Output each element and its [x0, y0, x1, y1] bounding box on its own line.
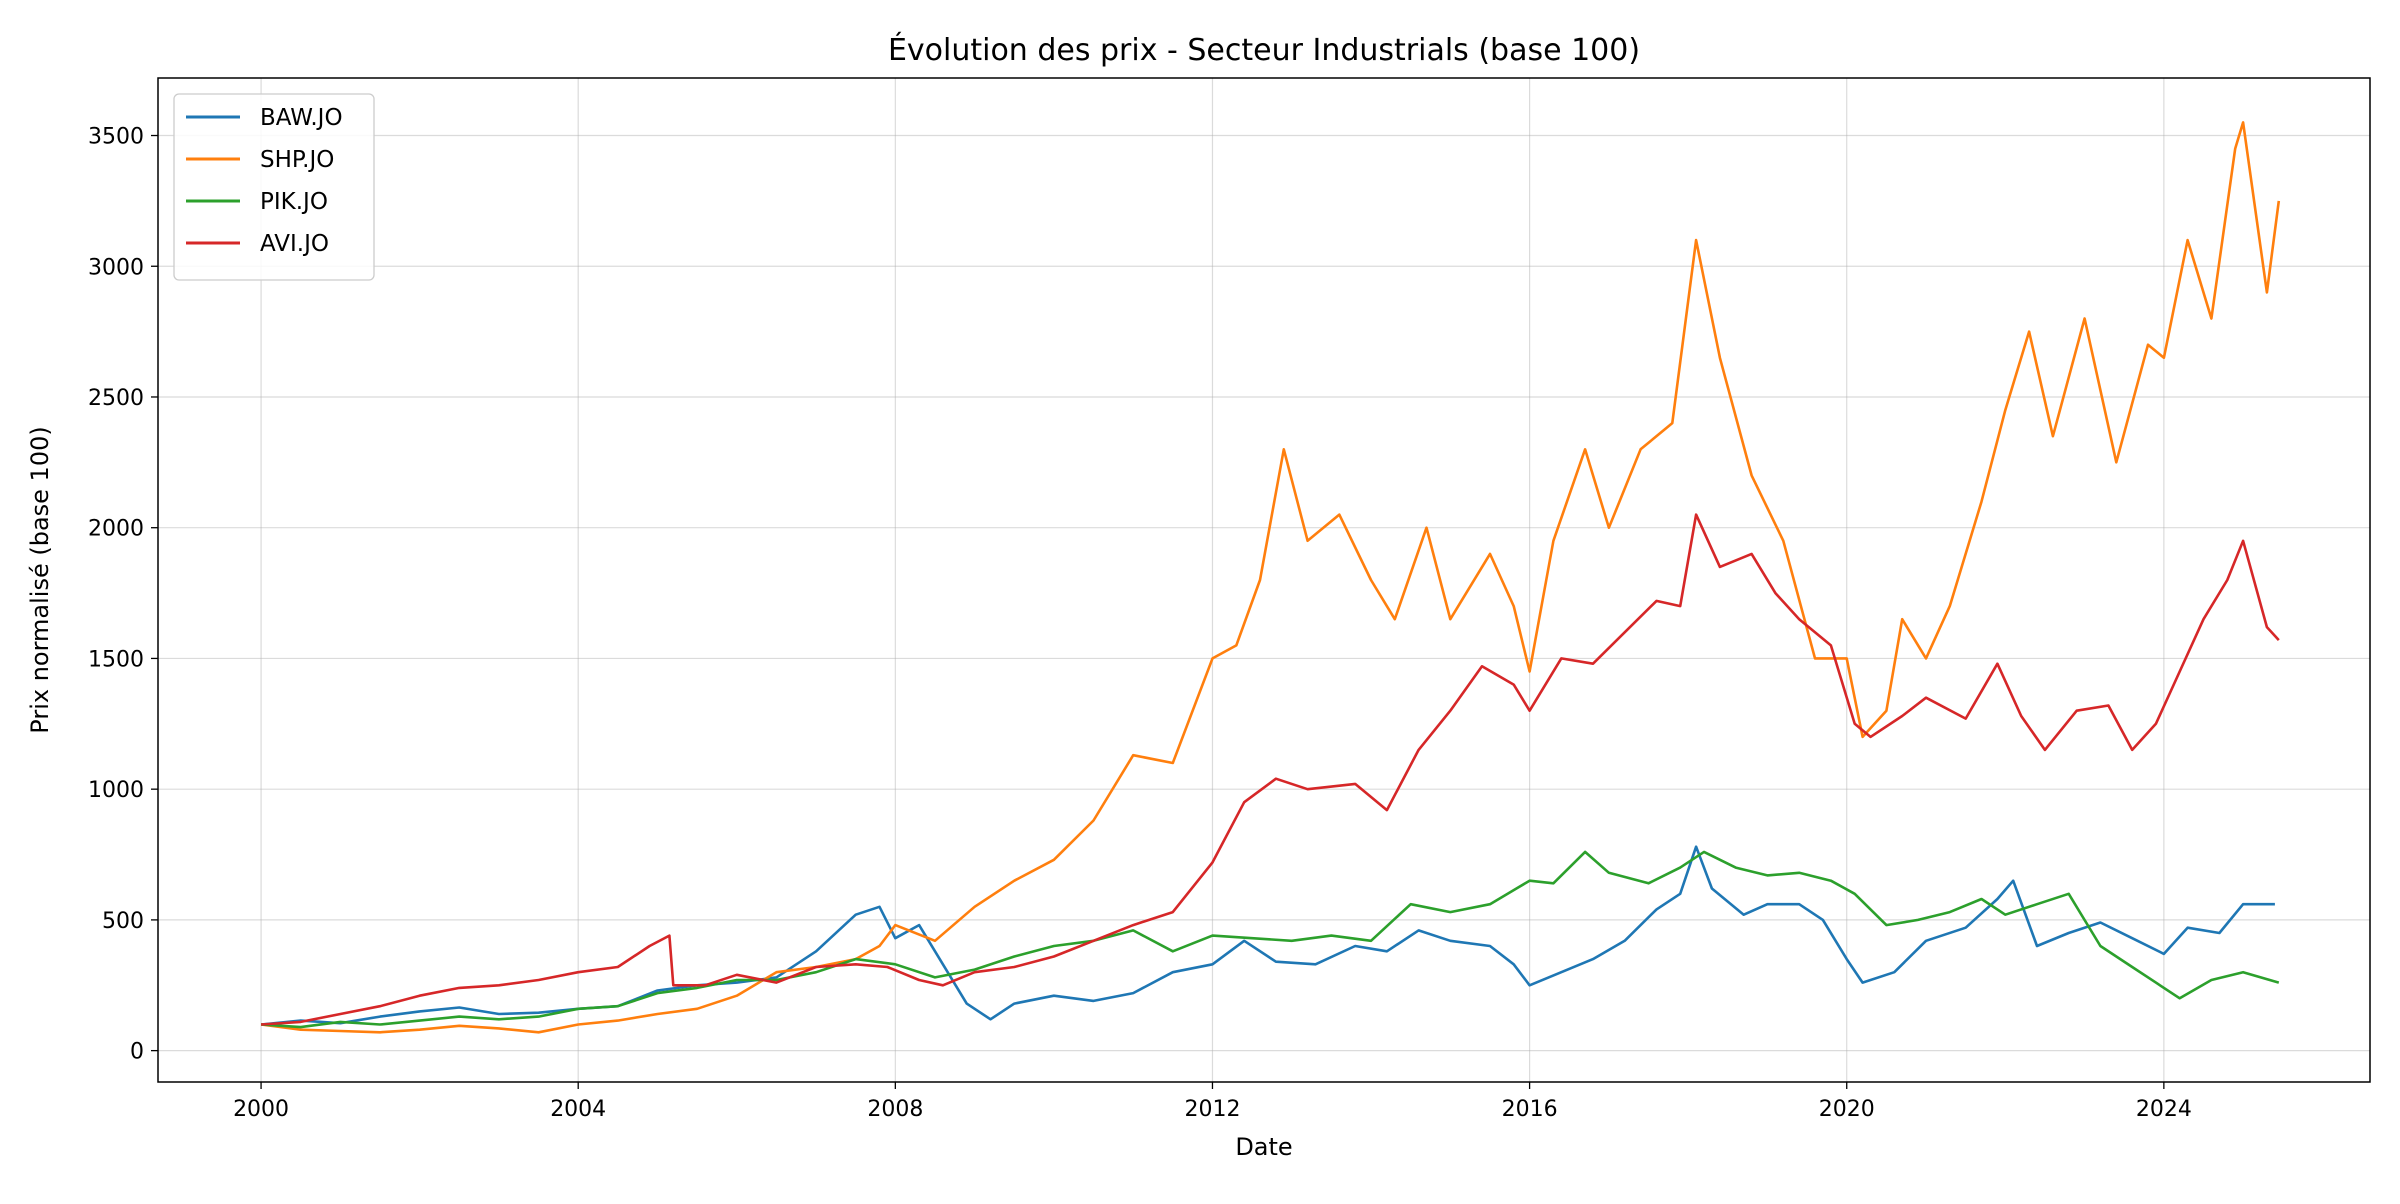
legend-label: BAW.JO: [260, 105, 343, 131]
axis-ticks: 2000 2004 2008 2012 2016 2020 2024 0 500 1000 1500…: [88, 125, 2192, 1122]
series-line-pik-jo: [261, 850, 2280, 1029]
y-tick-label: 2500: [88, 386, 144, 411]
series-line-baw-jo: [260, 845, 2275, 1026]
y-tick-label: 3500: [88, 125, 144, 150]
y-tick-label: 2000: [88, 517, 144, 542]
series-lines: [260, 121, 2281, 1034]
x-axis-title: Date: [1235, 1133, 1292, 1161]
y-tick-label: 3000: [88, 255, 144, 280]
y-tick-label: 0: [130, 1040, 144, 1065]
legend-label: PIK.JO: [260, 189, 328, 215]
plot-frame: [157, 77, 2371, 1083]
y-tick-label: 1500: [88, 647, 144, 672]
legend-label: SHP.JO: [260, 147, 334, 173]
x-tick-label: 2012: [1184, 1097, 1240, 1122]
x-tick-label: 2008: [867, 1097, 923, 1122]
grid: [158, 78, 2370, 1082]
y-tick-label: 1000: [88, 778, 144, 803]
series-line-avi-jo: [261, 513, 2280, 1026]
x-tick-label: 2000: [233, 1097, 289, 1122]
chart-title: Évolution des prix - Secteur Industrials…: [888, 32, 1640, 68]
y-axis-title: Prix normalisé (base 100): [26, 426, 54, 733]
legend-label: AVI.JO: [260, 231, 329, 257]
x-tick-label: 2004: [550, 1097, 606, 1122]
y-tick-label: 500: [102, 909, 144, 934]
legend-box: [173, 93, 375, 281]
legend: BAW.JO SHP.JO PIK.JO AVI.JO: [173, 93, 375, 281]
x-tick-label: 2016: [1502, 1097, 1558, 1122]
x-tick-label: 2024: [2136, 1097, 2192, 1122]
x-tick-label: 2020: [1819, 1097, 1875, 1122]
series-line-shp-jo: [260, 121, 2281, 1034]
